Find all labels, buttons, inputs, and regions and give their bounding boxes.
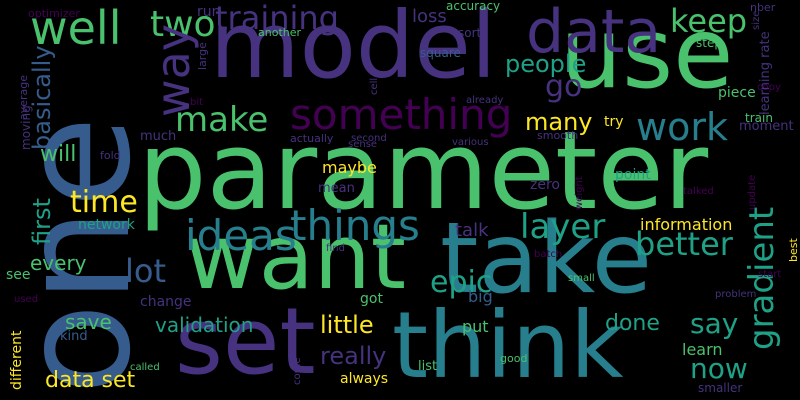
cloud-word-weight: weight	[574, 176, 585, 210]
cloud-word-step: step	[696, 36, 722, 50]
cloud-word-bit: bit	[190, 97, 204, 108]
cloud-word-optimizer: optimizer	[28, 7, 80, 20]
cloud-word-sense: sense	[348, 139, 378, 150]
cloud-word-keep: keep	[670, 2, 748, 40]
cloud-word-data: data	[526, 0, 662, 67]
cloud-word-go: go	[545, 69, 583, 104]
cloud-word-good: good	[500, 352, 528, 365]
cloud-word-come: come	[292, 357, 303, 385]
cloud-word-data-set: data set	[45, 368, 136, 393]
cloud-word-list: list	[418, 359, 438, 374]
cloud-word-epic: epic	[430, 265, 493, 300]
cloud-word-accuracy: accuracy	[446, 0, 501, 13]
cloud-word-take: take	[440, 202, 653, 316]
cloud-word-now: now	[690, 352, 748, 385]
cloud-word-time: time	[70, 185, 138, 220]
cloud-word-find: find	[326, 243, 345, 254]
cloud-word-fold: fold	[100, 149, 121, 162]
cloud-word-model: model	[210, 0, 497, 99]
cloud-word-train: train	[745, 111, 773, 125]
cloud-word-already: already	[466, 95, 504, 106]
cloud-word-various: various	[452, 137, 489, 148]
cloud-word-really: really	[320, 342, 387, 370]
cloud-word-work: work	[636, 105, 728, 149]
cloud-word-smaller: smaller	[698, 381, 743, 395]
cloud-word-batch: batch	[534, 249, 563, 260]
cloud-word-loss: loss	[412, 6, 447, 27]
cloud-word-want: want	[185, 205, 407, 310]
cloud-word-network: network	[78, 217, 135, 233]
cloud-word-will: will	[40, 142, 77, 167]
cloud-word-update: update	[747, 174, 758, 210]
cloud-word-learn: learn	[682, 340, 723, 359]
cloud-word-information: information	[640, 215, 733, 234]
cloud-word-use: use	[560, 0, 734, 111]
cloud-word-moment: moment	[739, 119, 794, 134]
cloud-word-always: always	[340, 371, 389, 387]
cloud-word-different: different	[9, 330, 25, 390]
cloud-word-sort: sort	[458, 26, 482, 40]
cloud-word-called: called	[130, 362, 160, 373]
cloud-word-done: done	[605, 311, 660, 336]
cloud-word-big: big	[468, 287, 493, 306]
cloud-word-large: large	[196, 42, 209, 70]
cloud-word-second: second	[351, 133, 387, 144]
cloud-word-zero: zero	[530, 177, 560, 193]
cloud-word-save: save	[65, 310, 112, 334]
cloud-word-see: see	[6, 267, 31, 283]
cloud-word-something: something	[290, 90, 513, 139]
cloud-word-think: think	[392, 292, 624, 399]
cloud-word-change: change	[140, 294, 192, 310]
cloud-word-another: another	[258, 26, 302, 39]
cloud-word-ideas: ideas	[185, 211, 297, 260]
cloud-word-problem: problem	[715, 289, 757, 300]
cloud-word-talked: talked	[683, 186, 714, 197]
cloud-word-copy: copy	[757, 82, 781, 93]
cloud-word-parameter: parameter	[138, 109, 709, 234]
cloud-word-little: little	[320, 311, 374, 339]
cloud-word-piece: piece	[718, 85, 756, 101]
cloud-word-first: first	[28, 198, 56, 245]
cloud-word-cell: cell	[369, 77, 380, 95]
cloud-word-try: try	[604, 114, 624, 130]
cloud-word-much: much	[140, 129, 177, 144]
cloud-word-smooth: smooth	[537, 129, 579, 142]
cloud-word-used: used	[14, 294, 39, 305]
cloud-word-square: square	[420, 46, 461, 60]
cloud-word-best: best	[787, 238, 800, 262]
cloud-word-learning-rate: learning rate	[758, 31, 773, 115]
cloud-word-well: well	[30, 1, 122, 55]
cloud-word-maybe: maybe	[322, 158, 377, 177]
cloud-word-point: point	[615, 167, 651, 183]
cloud-word-every: every	[30, 251, 87, 275]
cloud-word-better: better	[635, 225, 733, 263]
cloud-word-basically: basically	[28, 45, 56, 150]
cloud-word-make: make	[175, 100, 269, 140]
cloud-word-many: many	[525, 108, 593, 136]
cloud-word-put: put	[462, 317, 489, 336]
cloud-word-validation: validation	[155, 313, 254, 337]
cloud-word-lot: lot	[125, 252, 167, 290]
cloud-word-layer: layer	[520, 207, 606, 247]
cloud-word-training: training	[215, 0, 339, 37]
cloud-word-nber: nber	[750, 1, 776, 14]
cloud-word-say: say	[690, 307, 739, 340]
cloud-word-start: start	[758, 269, 782, 280]
cloud-word-talk: talk	[455, 220, 489, 241]
cloud-word-average: average	[17, 74, 30, 120]
cloud-word-got: got	[360, 291, 383, 307]
cloud-word-two: two	[150, 4, 216, 45]
cloud-word-mean: mean	[318, 181, 355, 196]
cloud-word-people: people	[505, 50, 587, 78]
cloud-word-actually: actually	[290, 132, 334, 145]
cloud-word-small: small	[568, 273, 595, 284]
cloud-word-set: set	[175, 288, 316, 395]
cloud-word-kind: kind	[60, 329, 88, 344]
cloud-word-run: run	[197, 4, 221, 20]
cloud-word-things: things	[290, 201, 420, 250]
